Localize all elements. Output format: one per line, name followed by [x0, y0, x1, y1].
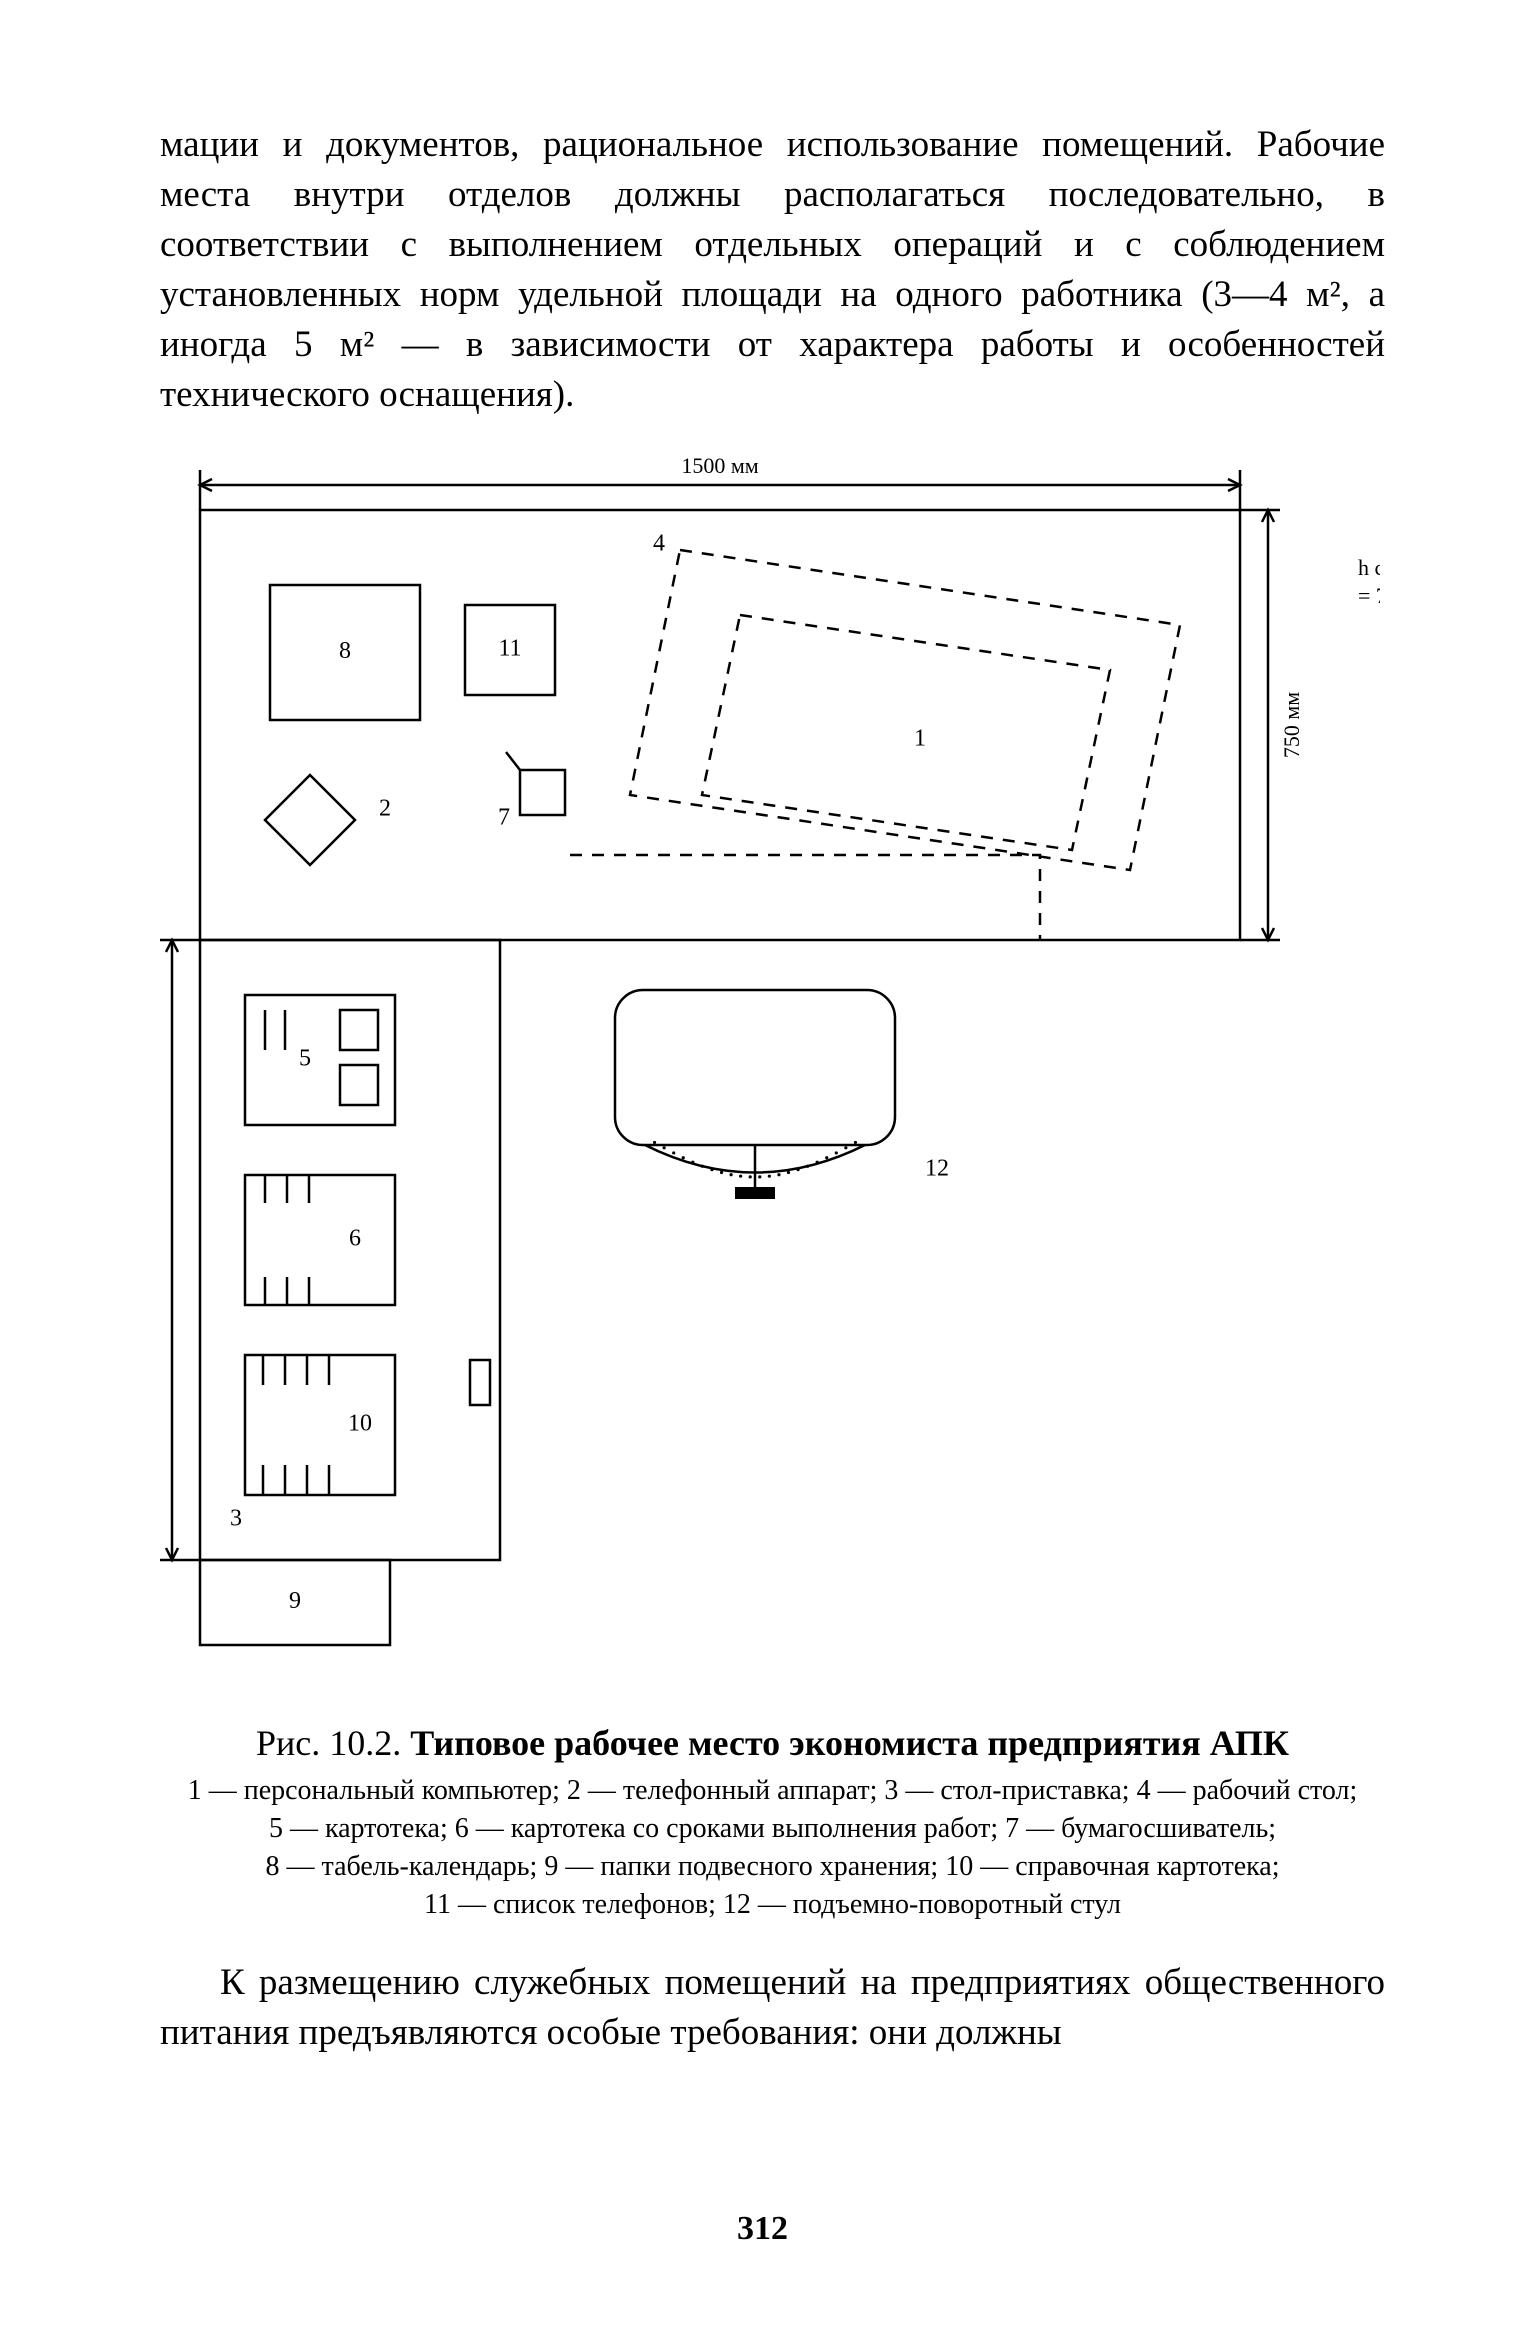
- legend-line-4: 11 — список телефонов; 12 — подъемно-пов…: [160, 1886, 1385, 1924]
- svg-text:1500 мм: 1500 мм: [681, 453, 758, 478]
- figure-legend: 1 — персональный компьютер; 2 — телефонн…: [160, 1772, 1385, 1923]
- svg-text:11: 11: [498, 635, 521, 661]
- bottom-paragraph: К размещению служебных помещений на пред…: [160, 1958, 1385, 2058]
- page-number: 312: [0, 2210, 1525, 2248]
- legend-line-2: 5 — картотека; 6 — картотека со сроками …: [160, 1810, 1385, 1848]
- svg-text:1: 1: [914, 725, 926, 751]
- figure: 1500 мм750 ммh стола == 720 мм4181127311…: [160, 450, 1380, 1700]
- figure-caption-prefix: Рис. 10.2.: [256, 1723, 410, 1763]
- svg-text:6: 6: [349, 1225, 361, 1251]
- page: мации и документов, рациональное использ…: [0, 0, 1525, 2328]
- top-paragraph-text: мации и документов, рациональное использ…: [160, 124, 1385, 415]
- figure-title: Рис. 10.2. Типовое рабочее место экономи…: [160, 1720, 1385, 1767]
- svg-text:3: 3: [230, 1505, 242, 1531]
- svg-text:7: 7: [498, 804, 510, 830]
- svg-text:4: 4: [653, 530, 665, 556]
- svg-text:750 мм: 750 мм: [1279, 691, 1304, 757]
- svg-text:2: 2: [379, 795, 391, 821]
- figure-caption-bold: Типовое рабочее место экономиста предпри…: [410, 1723, 1289, 1763]
- svg-text:10: 10: [348, 1410, 372, 1436]
- legend-line-3: 8 — табель-календарь; 9 — папки подвесно…: [160, 1848, 1385, 1886]
- figure-svg: 1500 мм750 ммh стола == 720 мм4181127311…: [160, 450, 1380, 1700]
- svg-text:h стола =: h стола =: [1358, 555, 1380, 580]
- top-paragraph: мации и документов, рациональное использ…: [160, 120, 1385, 420]
- bottom-paragraph-text: К размещению служебных помещений на пред…: [160, 1962, 1385, 2053]
- svg-text:5: 5: [299, 1045, 311, 1071]
- svg-text:9: 9: [289, 1588, 301, 1614]
- figure-caption: Рис. 10.2. Типовое рабочее место экономи…: [160, 1720, 1385, 1924]
- svg-text:8: 8: [339, 638, 351, 664]
- legend-line-1: 1 — персональный компьютер; 2 — телефонн…: [160, 1772, 1385, 1810]
- svg-text:= 720 мм: = 720 мм: [1358, 583, 1380, 608]
- svg-text:12: 12: [925, 1155, 949, 1181]
